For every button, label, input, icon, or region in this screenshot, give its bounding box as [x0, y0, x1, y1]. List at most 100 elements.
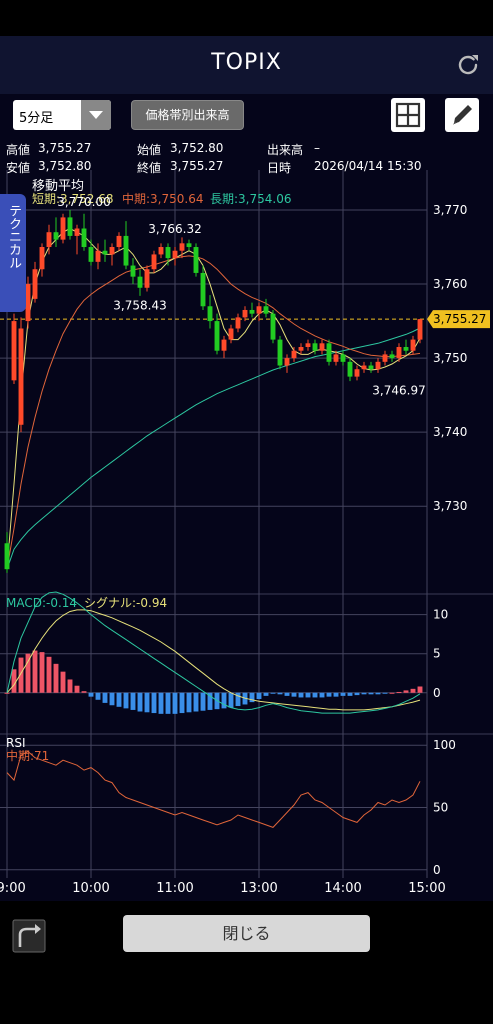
candle — [382, 354, 388, 362]
pencil-icon — [453, 105, 472, 125]
grid-layout-button[interactable] — [391, 98, 425, 132]
macd-histogram-bar — [382, 692, 388, 694]
close-button[interactable]: 閉じる — [123, 915, 370, 952]
macd-histogram-bar — [305, 692, 311, 698]
x-tick-label: 11:00 — [156, 881, 193, 896]
macd-histogram-bar — [228, 692, 234, 708]
candle — [305, 343, 311, 348]
candle — [242, 309, 248, 318]
candle — [81, 228, 87, 248]
macd-histogram-bar — [88, 692, 94, 697]
technical-tab[interactable]: テクニカル — [0, 194, 26, 312]
macd-histogram-bar — [403, 690, 409, 693]
volume-label: 出来高 — [267, 143, 304, 157]
candle — [333, 354, 339, 362]
x-tick-label: 13:00 — [240, 881, 277, 896]
candle — [60, 217, 66, 240]
macd-histogram-bar — [291, 692, 297, 697]
macd-histogram-bar — [312, 692, 318, 698]
candle — [144, 269, 150, 288]
candle — [179, 243, 185, 251]
datetime-value: 2026/04/14 15:30 — [314, 159, 422, 173]
interval-select[interactable]: 5分足 — [13, 100, 111, 130]
macd-histogram-bar — [319, 692, 325, 698]
current-price-label: 3,755.27 — [433, 312, 486, 326]
x-tick-label: 09:00 — [0, 881, 26, 896]
chart-screen: 5分足 価格帯別出来高 高値 3,755.27 安値 3,752.80 始値 3… — [0, 94, 493, 901]
candle — [109, 247, 115, 255]
open-label: 始値 — [137, 143, 162, 157]
macd-histogram-bar — [340, 692, 346, 696]
macd-y-tick: 0 — [433, 686, 441, 700]
macd-line — [6, 591, 421, 714]
candle — [284, 358, 290, 366]
candle — [396, 347, 402, 359]
macd-histogram-bar — [116, 692, 122, 707]
macd-histogram-bar — [249, 692, 255, 703]
back-arrow-icon[interactable] — [10, 917, 48, 955]
macd-histogram-bar — [354, 692, 360, 696]
rsi-line — [6, 750, 421, 828]
mid-ma-line — [6, 255, 421, 570]
candle — [32, 269, 38, 299]
rsi-y-tick: 50 — [433, 801, 448, 815]
candle — [116, 235, 122, 248]
draw-button[interactable] — [445, 98, 479, 132]
macd-histogram-bar — [326, 692, 332, 697]
x-tick-label: 10:00 — [72, 881, 109, 896]
macd-histogram-bar — [256, 692, 262, 699]
macd-histogram-bar — [67, 679, 73, 693]
candle — [158, 247, 164, 255]
macd-histogram-bar — [270, 692, 276, 694]
ma-legend-item: 長期:3,754.06 — [210, 192, 291, 206]
low-value: 3,752.80 — [38, 159, 92, 173]
macd-histogram-bar — [298, 692, 304, 698]
rsi-legend: 中期:71 — [6, 748, 49, 763]
candle — [130, 265, 136, 277]
price-annotation: 3,770.00 — [57, 195, 110, 209]
candle — [4, 543, 10, 570]
candle — [361, 365, 367, 370]
candle — [46, 232, 52, 248]
price-chart[interactable]: 09:00 10:00 11:00 13:00 14:00 15:00 3,770 3,760… — [0, 94, 493, 901]
macd-histogram-bar — [39, 652, 45, 693]
price-y-tick: 3,730 — [433, 499, 467, 513]
ma-legend-item: 短期:3,752.68 — [32, 192, 113, 206]
candle — [74, 228, 80, 236]
macd-histogram-bar — [172, 692, 178, 714]
close-value: 3,755.27 — [170, 159, 224, 173]
macd-histogram-bar — [277, 692, 283, 695]
short-ma-line — [6, 227, 421, 570]
macd-histogram-bar — [165, 692, 171, 714]
macd-histogram-bar — [4, 692, 10, 694]
macd-histogram-bar — [396, 691, 402, 693]
datetime-label: 日時 — [267, 161, 292, 175]
macd-y-tick: 10 — [433, 608, 448, 622]
macd-histogram-bar — [417, 686, 423, 693]
refresh-icon[interactable] — [455, 52, 481, 78]
technical-tab-label: テクニカル — [6, 204, 21, 269]
price-band-volume-button[interactable]: 価格帯別出来高 — [131, 100, 244, 130]
candle — [256, 306, 262, 314]
candle — [207, 306, 213, 322]
candle — [319, 343, 325, 351]
macd-histogram-bar — [179, 692, 185, 714]
macd-histogram-bar — [81, 691, 87, 693]
long-ma-line — [6, 327, 421, 570]
low-label: 安値 — [6, 161, 31, 175]
macd-histogram-bar — [235, 692, 241, 707]
macd-histogram-bar — [410, 688, 416, 693]
macd-histogram-bar — [207, 692, 213, 710]
candle — [137, 276, 143, 288]
candle — [67, 217, 73, 236]
macd-histogram-bar — [158, 692, 164, 714]
candle — [123, 235, 129, 266]
macd-histogram-bar — [130, 692, 136, 710]
candle — [368, 365, 374, 370]
macd-histogram-bar — [200, 692, 206, 711]
macd-histogram-bar — [102, 692, 108, 703]
macd-histogram-bar — [74, 685, 80, 693]
candle — [102, 250, 108, 255]
page-title: TOPIX — [211, 50, 282, 75]
macd-histogram-bar — [25, 653, 31, 693]
